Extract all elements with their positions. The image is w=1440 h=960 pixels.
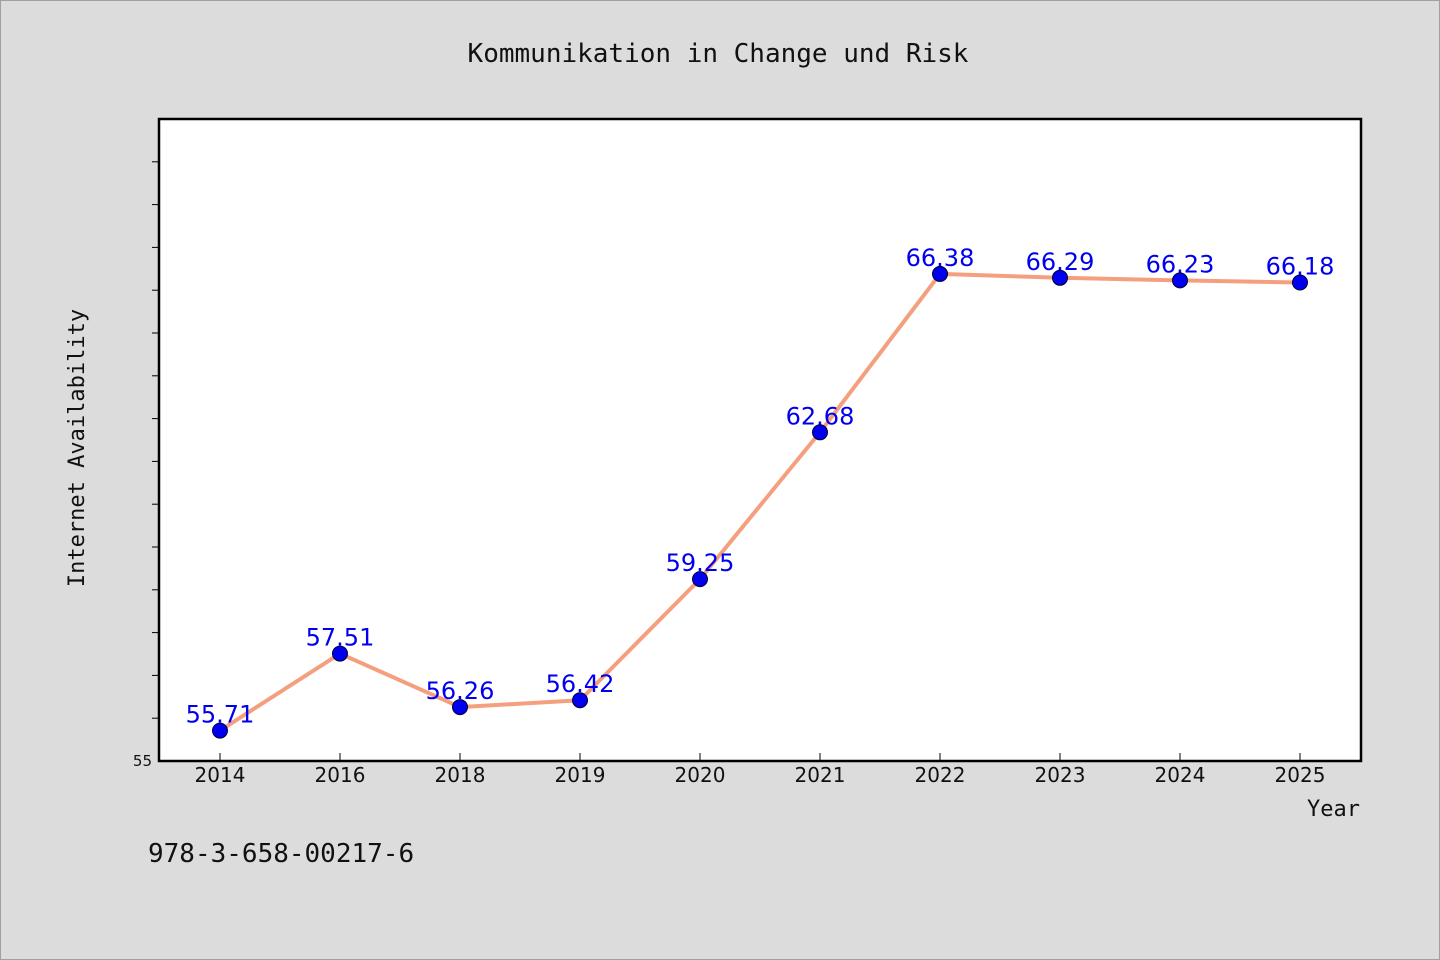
data-label: 66.18 [1266, 252, 1335, 280]
y-axis-label: Internet Availability [65, 309, 90, 587]
data-point [812, 424, 828, 441]
x-tick-label: 2014 [195, 763, 246, 787]
x-tick-label: 2016 [315, 763, 366, 787]
x-tick-label: 2025 [1275, 763, 1326, 787]
data-label: 56.26 [426, 677, 495, 705]
plot-area [157, 117, 1363, 763]
x-axis-label: Year [1307, 797, 1360, 822]
chart-title: Kommunikation in Change und Risk [468, 39, 969, 69]
data-label: 66.29 [1026, 248, 1095, 276]
data-point [332, 645, 348, 662]
isbn-footer: 978-3-658-00217-6 [148, 839, 414, 869]
x-tick-label: 2023 [1035, 763, 1086, 787]
data-point [1052, 269, 1068, 286]
data-point [1292, 274, 1308, 291]
x-tick-label: 2024 [1155, 763, 1206, 787]
data-label: 66.38 [906, 244, 975, 272]
series-layer: 55.71 57.51 56.26 56.42 59.25 62.68 66.38 66.29… [186, 244, 1335, 739]
data-label: 59.25 [666, 549, 735, 577]
data-label: 66.23 [1146, 250, 1215, 278]
data-label: 55.71 [186, 701, 255, 729]
series-line [218, 271, 1301, 733]
y-tick-label-min: 55 [133, 752, 152, 770]
data-point [212, 722, 228, 739]
data-label: 57.51 [306, 624, 375, 652]
data-label: 56.42 [546, 670, 615, 698]
x-tick-label: 2022 [915, 763, 966, 787]
data-point [692, 571, 708, 588]
data-label: 62.68 [786, 402, 855, 430]
x-axis-ticks: 2014 2016 2018 2019 2020 2021 2022 2023 2024 2025 [195, 753, 1326, 787]
y-axis-ticks [152, 161, 159, 719]
x-tick-label: 2020 [675, 763, 726, 787]
data-point [932, 265, 948, 282]
x-tick-label: 2021 [795, 763, 846, 787]
data-point [1172, 272, 1188, 289]
data-point [452, 699, 468, 716]
x-tick-label: 2018 [435, 763, 486, 787]
data-point [572, 692, 588, 709]
x-tick-label: 2019 [555, 763, 606, 787]
